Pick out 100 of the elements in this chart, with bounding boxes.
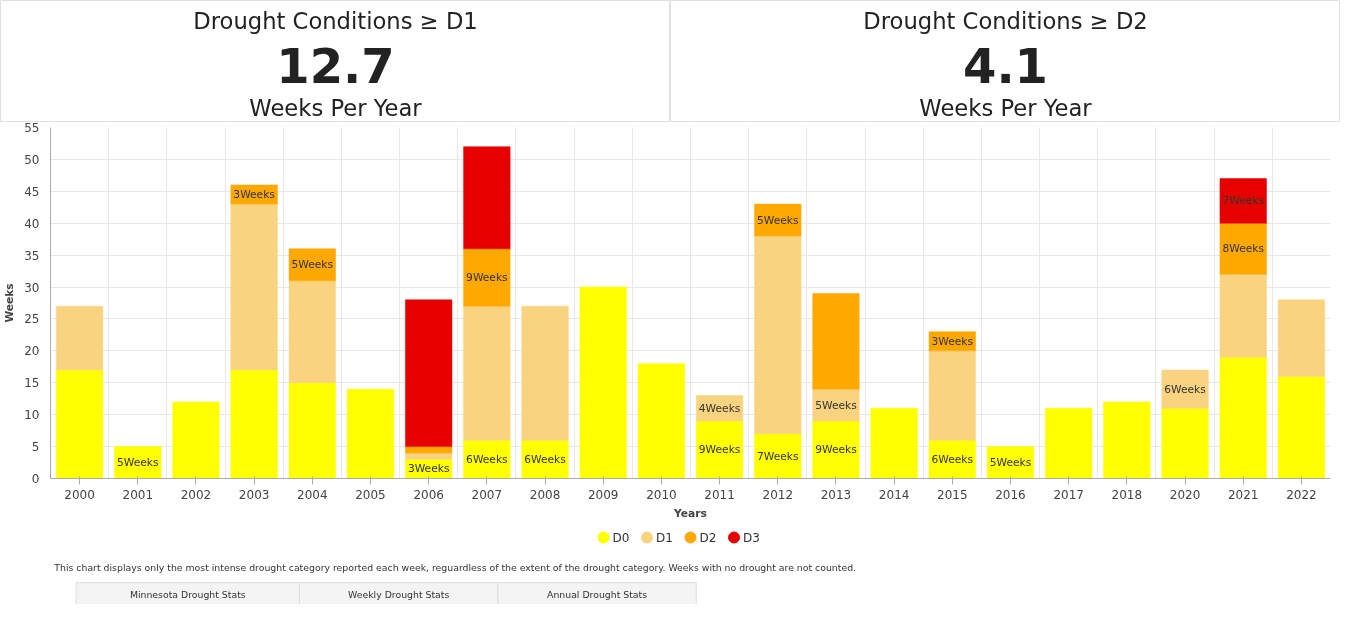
bar — [696, 420, 744, 479]
bar — [288, 248, 336, 281]
x-tick-label: 2004 — [297, 487, 328, 502]
x-tick-label: 2012 — [762, 487, 794, 502]
bar — [579, 286, 627, 479]
legend-label: D1 — [655, 530, 673, 545]
y-tick-label: 40 — [24, 216, 40, 231]
bar — [1219, 274, 1267, 358]
data-label: 8Weeks — [1222, 242, 1265, 256]
y-tick-label: 15 — [24, 376, 40, 391]
bar — [754, 433, 802, 479]
bar — [637, 363, 685, 479]
x-tick-label: 2014 — [878, 487, 910, 502]
legend-label: D2 — [699, 530, 717, 545]
x-tick-label: 2018 — [1111, 487, 1143, 502]
text: Weekly Drought Stats — [347, 588, 450, 600]
x-tick-label: 2011 — [704, 487, 735, 502]
data-label: 7Weeks — [1222, 194, 1265, 208]
x-tick-label: 2008 — [529, 487, 561, 502]
legend-label: D0 — [612, 530, 630, 545]
x-tick-label: 2007 — [471, 487, 503, 502]
data-label: 3Weeks — [233, 188, 276, 202]
data-label: 5Weeks — [117, 456, 159, 470]
bar — [1161, 369, 1209, 409]
bar — [463, 146, 511, 249]
bar — [172, 401, 220, 479]
bar — [1161, 408, 1209, 479]
bar — [812, 420, 860, 479]
y-tick-label: 50 — [24, 152, 40, 167]
data-label: 3Weeks — [407, 462, 450, 476]
data-label: 5Weeks — [989, 456, 1032, 470]
data-label: 9Weeks — [466, 270, 509, 284]
bar — [870, 408, 918, 479]
bar — [405, 446, 453, 454]
data-label: 4Weeks — [698, 401, 741, 415]
bar — [1103, 401, 1151, 479]
x-tick-label: 2016 — [995, 487, 1026, 502]
bar — [230, 203, 278, 371]
data-label: 3Weeks — [931, 334, 974, 348]
data-label: 9Weeks — [815, 443, 858, 457]
y-tick-label: 35 — [24, 248, 40, 263]
data-label: 12.7 — [276, 37, 395, 94]
data-label: 9Weeks — [698, 443, 741, 457]
data-label: 7Weeks — [757, 449, 799, 463]
text: Drought Conditions ≥ D1 — [193, 8, 478, 35]
bar — [1219, 178, 1267, 224]
bar — [405, 299, 453, 447]
x-tick-label: 2001 — [122, 487, 154, 502]
text: Annual Drought Stats — [547, 588, 648, 600]
bar — [288, 382, 336, 479]
legend-label: D3 — [742, 530, 760, 545]
text: Weeks Per Year — [249, 94, 423, 121]
text: Minnesota Drought Stats — [129, 588, 246, 600]
bar — [230, 369, 278, 479]
y-tick-label: 0 — [31, 472, 40, 486]
y-axis-title: Weeks — [3, 283, 17, 323]
bar — [56, 369, 104, 479]
bar — [521, 305, 569, 441]
text: This chart displays only the most intense drought category reported each week, reguardless of the extent of the drought category. Weeks with no drought are not counted. — [53, 561, 857, 573]
x-tick-label: 2013 — [820, 487, 852, 502]
y-tick-label: 55 — [24, 121, 40, 135]
text: Drought Conditions ≥ D2 — [863, 8, 1148, 35]
x-tick-label: 2020 — [1169, 487, 1201, 502]
data-label: 5Weeks — [291, 258, 334, 272]
x-tick-label: 2003 — [238, 487, 270, 502]
bar — [812, 293, 860, 390]
bar — [463, 305, 511, 441]
x-tick-label: 2015 — [937, 487, 968, 502]
y-tick-label: 30 — [24, 280, 40, 295]
bar — [1277, 376, 1325, 479]
bar — [754, 235, 802, 435]
bar — [288, 280, 336, 384]
bar — [1045, 408, 1093, 479]
bar — [1219, 222, 1267, 275]
bar — [1219, 357, 1267, 479]
y-tick-label: 45 — [24, 184, 40, 199]
bar — [1277, 299, 1325, 377]
bar — [928, 350, 976, 441]
text: Weeks Per Year — [919, 94, 1093, 121]
bar — [754, 203, 802, 237]
bar — [56, 305, 104, 371]
y-tick-label: 5 — [31, 440, 40, 455]
data-label: 6Weeks — [931, 452, 974, 466]
data-label: 6Weeks — [1164, 382, 1207, 396]
bar — [463, 248, 511, 307]
x-axis-title: Years — [673, 506, 707, 520]
y-tick-label: 20 — [24, 344, 40, 359]
bar — [346, 388, 395, 479]
data-label: 6Weeks — [524, 452, 567, 466]
x-tick-label: 2005 — [355, 487, 386, 502]
x-tick-label: 2022 — [1286, 487, 1317, 502]
x-tick-label: 2000 — [64, 487, 95, 502]
x-tick-label: 2017 — [1053, 487, 1084, 502]
x-tick-label: 2009 — [587, 487, 619, 502]
x-tick-label: 2021 — [1227, 487, 1259, 502]
data-label: 5Weeks — [815, 398, 858, 412]
x-tick-label: 2010 — [646, 487, 677, 502]
data-label: 4.1 — [962, 37, 1049, 94]
data-label: 5Weeks — [757, 213, 799, 227]
x-tick-label: 2002 — [180, 487, 212, 502]
